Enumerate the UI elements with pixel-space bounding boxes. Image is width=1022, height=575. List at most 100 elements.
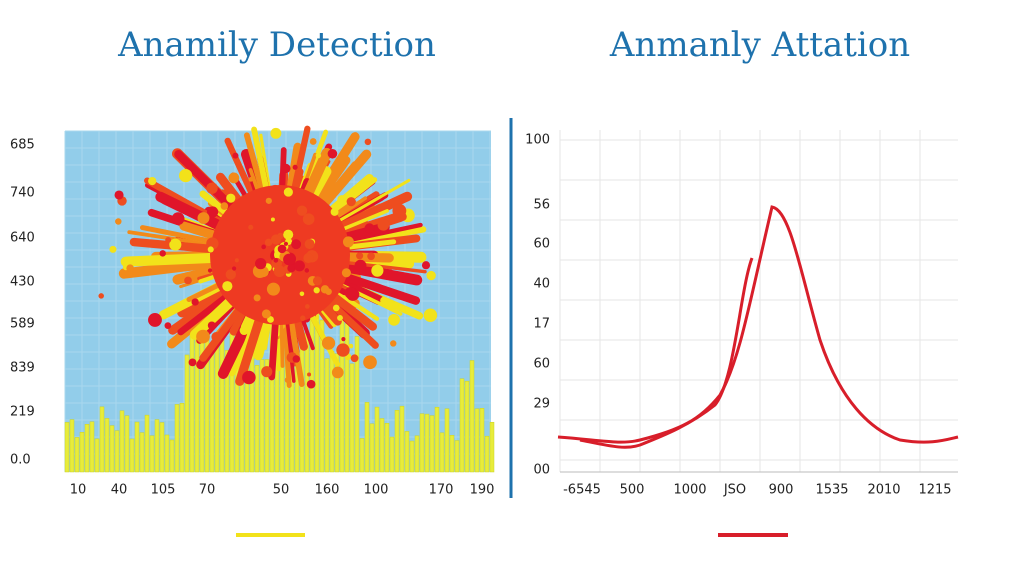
bar xyxy=(154,419,160,473)
dot xyxy=(325,288,332,295)
dot xyxy=(242,370,256,385)
dot xyxy=(392,203,407,218)
dot xyxy=(309,138,317,145)
dot xyxy=(356,252,364,260)
x-tick-label: 190 xyxy=(470,483,495,498)
dot xyxy=(284,377,291,383)
bar xyxy=(64,422,70,473)
bar xyxy=(224,350,230,473)
right-title: Anmanly Attation xyxy=(609,25,910,65)
bar xyxy=(449,435,455,473)
x-tick-label: 500 xyxy=(620,483,645,498)
dot xyxy=(207,206,219,218)
bar xyxy=(69,419,75,473)
dot xyxy=(267,316,274,323)
dot xyxy=(390,340,397,347)
dot xyxy=(265,197,272,204)
bar xyxy=(489,421,495,473)
bar xyxy=(439,432,445,473)
bar xyxy=(144,414,150,473)
dot xyxy=(171,212,185,225)
y-tick-label: 17 xyxy=(533,317,550,332)
dot xyxy=(270,234,282,245)
dot xyxy=(188,358,197,367)
right-grid xyxy=(559,130,958,472)
bar xyxy=(79,431,85,473)
bar xyxy=(469,360,475,473)
dot xyxy=(350,354,359,363)
bar xyxy=(359,438,365,473)
y-tick-label: 29 xyxy=(533,397,550,412)
dot xyxy=(337,315,343,321)
dot xyxy=(261,309,271,319)
bar xyxy=(104,418,110,473)
dot xyxy=(346,197,356,207)
dot xyxy=(164,322,172,330)
dot xyxy=(337,195,347,205)
x-tick-label: 1535 xyxy=(815,483,848,498)
x-tick-label: 40 xyxy=(111,483,128,498)
dot xyxy=(354,259,367,272)
dot xyxy=(312,276,323,286)
bar xyxy=(419,413,425,473)
dot xyxy=(371,264,384,277)
dot xyxy=(304,239,315,250)
dot xyxy=(423,308,438,322)
dot xyxy=(225,269,237,280)
bar xyxy=(459,378,465,473)
dot xyxy=(255,258,267,270)
dot xyxy=(364,138,372,146)
bar xyxy=(119,410,125,473)
dot xyxy=(304,304,310,309)
y-tick-label: 100 xyxy=(525,133,550,148)
bar xyxy=(414,435,420,473)
dot xyxy=(344,286,357,299)
bar xyxy=(354,336,360,473)
dot xyxy=(341,268,351,278)
bar xyxy=(349,363,355,473)
dot xyxy=(197,212,210,225)
bar xyxy=(404,431,410,473)
bar xyxy=(454,440,460,473)
dot xyxy=(291,239,302,250)
bar xyxy=(209,352,215,473)
bar xyxy=(169,439,175,473)
dot xyxy=(341,337,346,342)
bar xyxy=(319,319,325,473)
bar xyxy=(214,343,220,473)
x-tick-label: 100 xyxy=(364,483,389,498)
y-tick-label: 60 xyxy=(533,357,550,372)
dot xyxy=(287,264,296,273)
dot xyxy=(184,276,192,285)
dot xyxy=(220,202,229,210)
bar xyxy=(84,424,90,473)
dot xyxy=(300,315,306,321)
dot xyxy=(380,296,388,305)
bar xyxy=(334,353,340,473)
dot xyxy=(281,163,291,174)
bar xyxy=(89,421,95,473)
dot xyxy=(426,270,436,281)
dot xyxy=(165,237,172,243)
y-tick-label: 219 xyxy=(10,405,35,420)
bar xyxy=(109,425,115,473)
bar xyxy=(374,406,380,473)
bar xyxy=(424,413,430,473)
y-tick-label: 56 xyxy=(533,198,550,213)
y-tick-label: 839 xyxy=(10,361,35,376)
dot xyxy=(342,236,354,248)
bar xyxy=(184,354,190,473)
dot xyxy=(277,245,285,253)
x-tick-label: JSO xyxy=(723,483,746,498)
dot xyxy=(148,312,162,327)
y-tick-label: 0.0 xyxy=(10,453,31,468)
bar xyxy=(254,365,260,473)
dot xyxy=(367,252,375,261)
dot xyxy=(313,287,320,294)
dot xyxy=(299,291,305,297)
dot xyxy=(266,282,280,296)
x-tick-label: 900 xyxy=(769,483,794,498)
x-tick-label: 160 xyxy=(315,483,340,498)
